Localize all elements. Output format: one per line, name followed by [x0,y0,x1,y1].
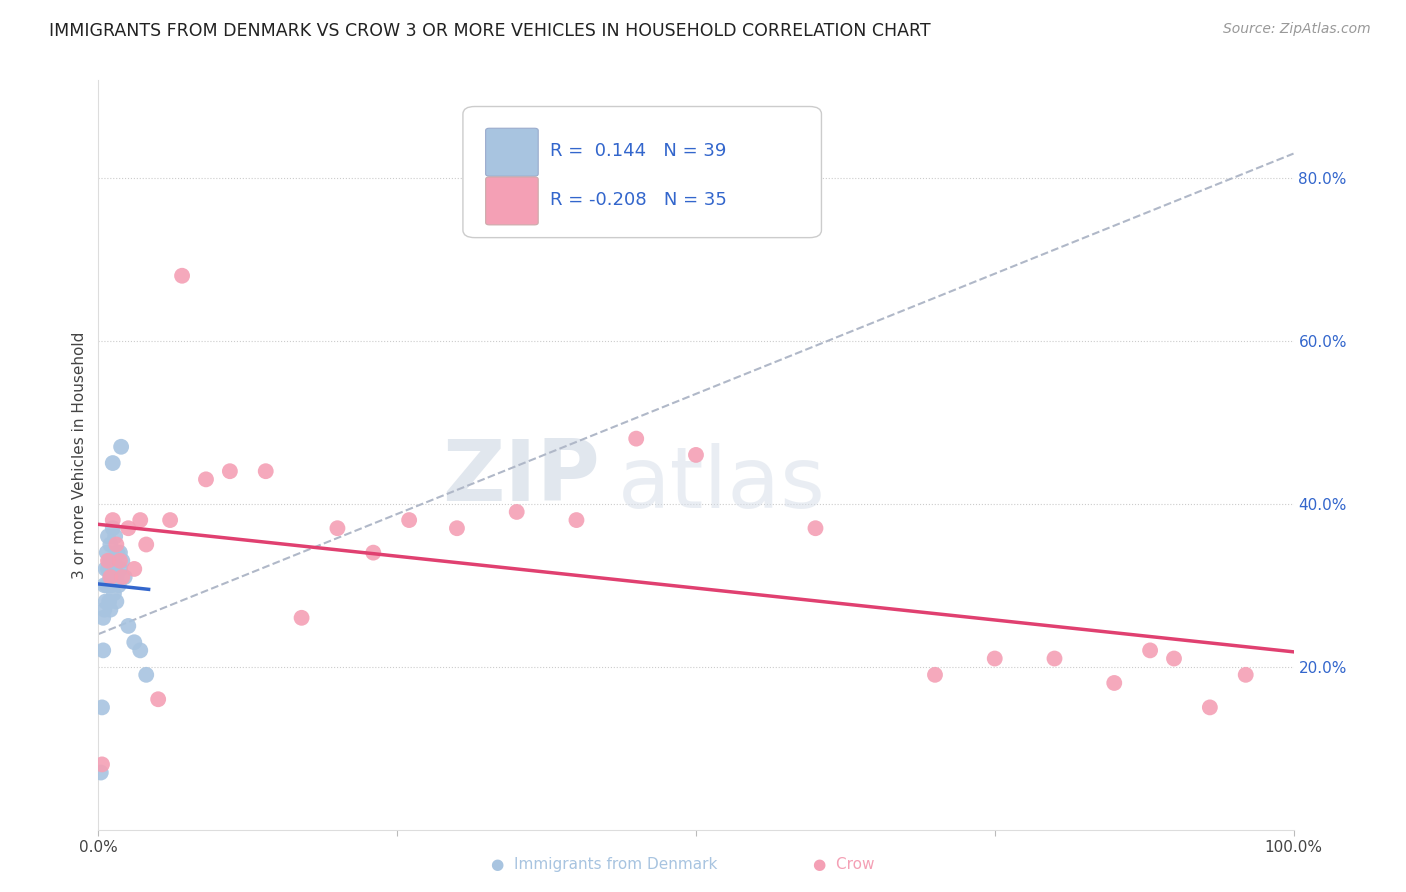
Point [1163,651,1185,665]
Point [103,554,125,568]
Point [98,554,121,568]
Y-axis label: 3 or more Vehicles in Household: 3 or more Vehicles in Household [72,331,87,579]
Point [104,529,127,543]
Point [100,578,122,592]
Point [105,594,128,608]
Point [107,578,129,592]
Point [94,562,117,576]
Point [97,529,120,543]
Text: IMMIGRANTS FROM DENMARK VS CROW 3 OR MORE VEHICLES IN HOUSEHOLD CORRELATION CHAR: IMMIGRANTS FROM DENMARK VS CROW 3 OR MOR… [49,22,931,40]
Point [565,513,588,527]
Point [101,513,124,527]
Point [984,651,1007,665]
Point [1139,643,1161,657]
Point [124,635,146,649]
Point [1104,676,1126,690]
Point [91,700,114,714]
Point [98,602,122,616]
Point [291,611,314,625]
Point [105,570,128,584]
Point [626,432,648,446]
Point [100,554,122,568]
Point [101,521,124,535]
Point [1199,700,1222,714]
Point [117,619,139,633]
Text: Source: ZipAtlas.com: Source: ZipAtlas.com [1223,22,1371,37]
Point [1234,668,1257,682]
Text: R =  0.144   N = 39: R = 0.144 N = 39 [550,143,727,161]
Text: ZIP: ZIP [443,436,600,519]
FancyBboxPatch shape [485,177,538,225]
Point [219,464,242,478]
Text: atlas: atlas [619,443,827,526]
Point [101,570,124,584]
Text: R = -0.208   N = 35: R = -0.208 N = 35 [550,191,727,209]
Point [101,456,124,470]
Point [104,562,127,576]
Point [90,765,112,780]
Point [97,554,120,568]
Point [93,602,115,616]
Point [326,521,349,535]
Point [108,562,131,576]
Point [107,546,129,560]
Point [172,268,194,283]
FancyBboxPatch shape [485,128,538,177]
Text: ●  Immigrants from Denmark: ● Immigrants from Denmark [491,857,718,872]
Point [91,643,114,657]
Point [96,546,118,560]
Point [91,611,114,625]
Point [94,594,117,608]
Point [135,537,157,551]
Point [506,505,529,519]
Point [108,546,131,560]
Point [135,668,157,682]
FancyBboxPatch shape [463,106,821,237]
Point [111,554,134,568]
Point [1043,651,1066,665]
Point [685,448,707,462]
Point [98,570,122,584]
Point [398,513,420,527]
Point [93,578,115,592]
Point [446,521,468,535]
Point [924,668,946,682]
Point [363,546,385,560]
Point [117,521,139,535]
Point [110,440,132,454]
Point [159,513,181,527]
Point [97,562,120,576]
Point [114,570,136,584]
Point [98,594,121,608]
Point [98,570,122,584]
Point [129,643,152,657]
Point [195,472,218,486]
Point [804,521,827,535]
Point [124,562,146,576]
Point [98,537,122,551]
Point [129,513,152,527]
Point [103,586,125,600]
Point [105,537,128,551]
Point [108,554,131,568]
Point [254,464,277,478]
Text: ●  Crow: ● Crow [813,857,875,872]
Point [96,578,118,592]
Point [111,570,134,584]
Point [148,692,170,706]
Point [91,757,114,772]
